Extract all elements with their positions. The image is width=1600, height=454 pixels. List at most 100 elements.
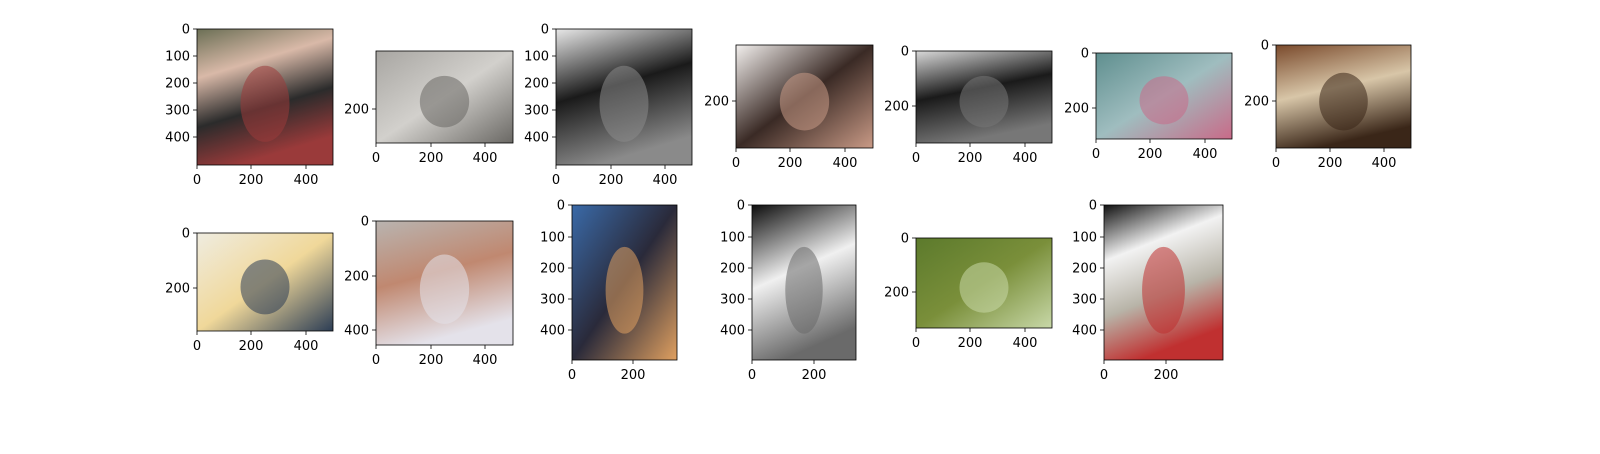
x-tick-label: 0 (1092, 147, 1100, 162)
x-tick-label: 0 (372, 353, 380, 368)
y-tick-label: 0 (1089, 199, 1097, 214)
image-panel-13: 0 200 0 100 200 300 400 (1072, 199, 1224, 383)
image-panel-12: 0 200 400 0 200 (884, 232, 1053, 351)
x-tick-label: 0 (193, 173, 201, 188)
y-tick-label: 300 (1072, 293, 1097, 308)
image-panel-8: 0 200 400 0 200 (165, 227, 334, 354)
panel-frame-7 (1275, 44, 1412, 149)
y-tick-label: 200 (540, 262, 565, 277)
panel-subject-shape-2 (419, 75, 470, 128)
y-tick-label: 100 (165, 50, 190, 65)
panel-subject-shape-9 (419, 254, 470, 324)
y-tick-label: 100 (1072, 231, 1097, 246)
x-tick-label: 0 (193, 339, 201, 354)
x-tick-label: 400 (833, 156, 858, 171)
panel-frame-10 (571, 204, 678, 361)
x-tick-label: 0 (568, 368, 576, 383)
x-tick-label: 0 (912, 151, 920, 166)
y-tick-label: 400 (540, 324, 565, 339)
y-tick-label: 0 (361, 215, 369, 230)
y-tick-label: 300 (540, 293, 565, 308)
x-tick-label: 200 (1154, 368, 1179, 383)
panel-subject-shape-8 (240, 259, 290, 315)
y-tick-label: 400 (524, 131, 549, 146)
x-tick-label: 0 (372, 151, 380, 166)
x-tick-label: 0 (732, 156, 740, 171)
y-tick-label: 200 (884, 100, 909, 115)
panel-subject-shape-7 (1319, 72, 1368, 131)
x-tick-label: 0 (1100, 368, 1108, 383)
panel-frame-9 (375, 220, 514, 346)
image-panel-6: 0 200 400 0 200 (1064, 47, 1233, 162)
x-tick-label: 200 (802, 368, 827, 383)
panel-subject-shape-13 (1142, 246, 1185, 334)
y-tick-label: 300 (524, 104, 549, 119)
y-tick-label: 200 (1064, 102, 1089, 117)
y-tick-label: 100 (540, 231, 565, 246)
x-tick-label: 200 (239, 339, 264, 354)
panel-frame-11 (751, 204, 857, 361)
y-tick-label: 300 (720, 293, 745, 308)
x-tick-label: 200 (958, 151, 983, 166)
y-tick-label: 200 (344, 270, 369, 285)
x-tick-label: 200 (599, 173, 624, 188)
x-tick-label: 0 (1272, 156, 1280, 171)
y-tick-label: 200 (344, 103, 369, 118)
panel-frame-1 (196, 28, 334, 166)
x-tick-label: 400 (653, 173, 678, 188)
y-tick-label: 300 (165, 104, 190, 119)
y-tick-label: 400 (720, 324, 745, 339)
x-tick-label: 400 (294, 173, 319, 188)
x-tick-label: 400 (1372, 156, 1397, 171)
image-panel-4: 0 200 400 200 (704, 44, 874, 171)
y-tick-label: 0 (182, 227, 190, 242)
x-tick-label: 400 (1013, 151, 1038, 166)
image-panel-1: 0 200 400 0 100 200 300 400 (165, 23, 334, 188)
panel-subject-shape-12 (959, 262, 1009, 313)
x-tick-label: 400 (473, 151, 498, 166)
panel-subject-shape-3 (599, 65, 649, 142)
image-panel-10: 0 200 0 100 200 300 400 (540, 199, 678, 383)
panel-frame-2 (375, 50, 514, 144)
y-tick-label: 0 (541, 23, 549, 38)
y-tick-label: 200 (1072, 262, 1097, 277)
panel-subject-shape-11 (785, 246, 823, 334)
x-tick-label: 0 (912, 336, 920, 351)
panel-subject-shape-5 (959, 75, 1009, 128)
y-tick-label: 0 (901, 232, 909, 247)
y-tick-label: 100 (720, 231, 745, 246)
y-tick-label: 0 (557, 199, 565, 214)
panel-frame-8 (196, 232, 334, 332)
x-tick-label: 0 (748, 368, 756, 383)
x-tick-label: 200 (419, 353, 444, 368)
y-tick-label: 400 (344, 324, 369, 339)
y-tick-label: 200 (165, 77, 190, 92)
panel-frame-13 (1103, 204, 1224, 361)
x-tick-label: 400 (294, 339, 319, 354)
y-tick-label: 200 (524, 77, 549, 92)
x-tick-label: 400 (1013, 336, 1038, 351)
y-tick-label: 0 (1081, 47, 1089, 62)
x-tick-label: 200 (621, 368, 646, 383)
x-tick-label: 0 (552, 173, 560, 188)
panel-frame-12 (915, 237, 1053, 329)
panel-subject-shape-1 (240, 65, 290, 142)
y-tick-label: 200 (720, 262, 745, 277)
y-tick-label: 400 (1072, 324, 1097, 339)
x-tick-label: 200 (1318, 156, 1343, 171)
x-tick-label: 400 (1193, 147, 1218, 162)
y-tick-label: 200 (165, 282, 190, 297)
image-panel-5: 0 200 400 0 200 (884, 45, 1053, 166)
y-tick-label: 200 (1244, 95, 1269, 110)
panel-subject-shape-6 (1139, 76, 1189, 125)
x-tick-label: 200 (958, 336, 983, 351)
image-panel-3: 0 200 400 0 100 200 300 400 (524, 23, 693, 188)
panel-frame-5 (915, 50, 1053, 144)
y-tick-label: 100 (524, 50, 549, 65)
image-panel-11: 0 200 0 100 200 300 400 (720, 199, 857, 383)
image-panel-7: 0 200 400 0 200 (1244, 39, 1412, 171)
image-panel-2: 0 200 400 200 (344, 50, 514, 166)
x-tick-label: 200 (239, 173, 264, 188)
